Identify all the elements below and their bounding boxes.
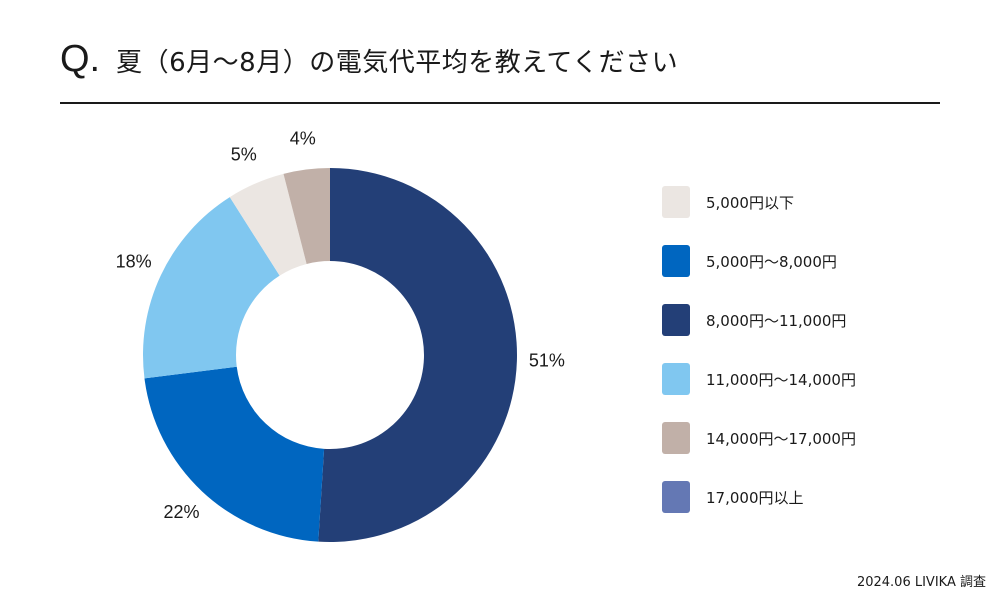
donut-slice [143,197,280,379]
slice-value-label: 5% [231,145,257,165]
legend-label: 14,000円〜17,000円 [706,429,856,448]
donut-slices [143,168,518,542]
donut-labels: 51% 22% 18% 5% 4% [116,128,565,521]
question-title: Q. 夏（6月〜8月）の電気代平均を教えてください [60,38,678,88]
legend-item: 5,000円〜8,000円 [662,245,856,277]
donut-slice [283,168,330,264]
donut-slice [318,168,518,542]
legend-label: 11,000円〜14,000円 [706,370,856,389]
legend-item: 5,000円以下 [662,186,856,218]
slice-value-label: 51% [529,351,565,371]
donut-slice [229,173,307,276]
slice-value-label: 22% [163,502,199,522]
slice-value-label: 18% [116,251,152,271]
legend-item: 17,000円以上 [662,481,856,513]
legend-swatch [662,481,690,513]
title-divider [60,102,940,104]
legend-label: 5,000円〜8,000円 [706,252,837,271]
donut-slice [144,366,325,542]
slice-value-label: 4% [290,128,316,148]
legend-swatch [662,245,690,277]
legend-swatch [662,304,690,336]
page-title: 夏（6月〜8月）の電気代平均を教えてください [116,48,679,78]
legend-swatch [662,363,690,395]
legend-item: 14,000円〜17,000円 [662,422,856,454]
chart-legend: 5,000円以下 5,000円〜8,000円 8,000円〜11,000円 11… [662,186,856,540]
legend-item: 8,000円〜11,000円 [662,304,856,336]
legend-label: 5,000円以下 [706,193,794,212]
legend-label: 17,000円以上 [706,488,804,507]
legend-swatch [662,186,690,218]
legend-item: 11,000円〜14,000円 [662,363,856,395]
source-note: 2024.06 LIVIKA 調査 [856,575,986,590]
legend-swatch [662,422,690,454]
donut-chart: 51% 22% 18% 5% 4% [116,128,565,542]
question-mark: Q. [60,38,101,80]
legend-label: 8,000円〜11,000円 [706,311,847,330]
